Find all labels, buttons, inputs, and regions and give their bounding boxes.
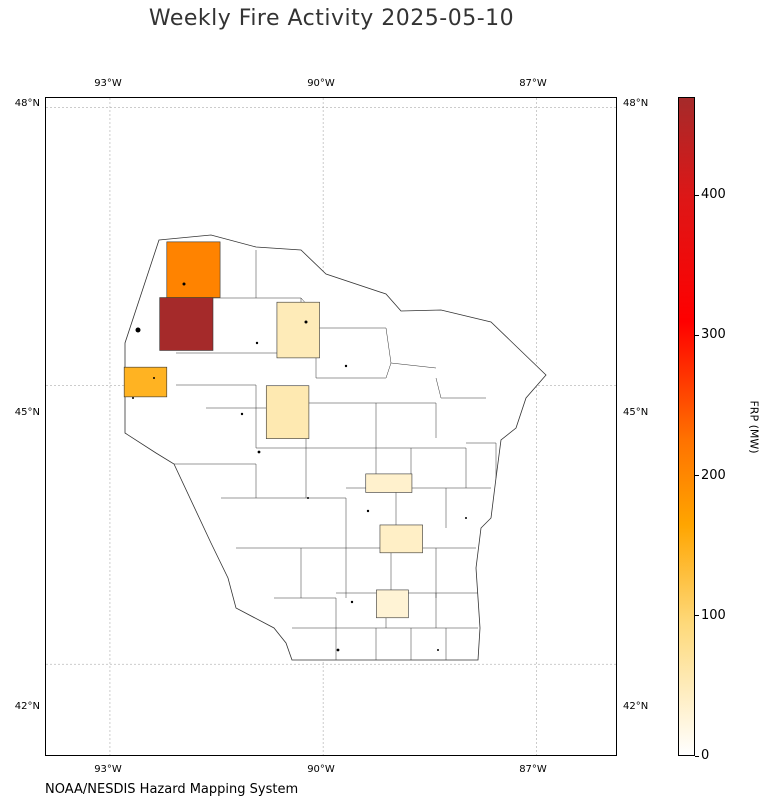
colorbar-tick-label-2: 200 — [701, 467, 726, 483]
fire-region-3 — [276, 301, 320, 359]
right-lat-label-42n: 42°N — [623, 701, 649, 712]
bottom-lon-label-90w: 90°W — [307, 764, 335, 775]
bottom-lon-label-87w: 87°W — [519, 764, 547, 775]
colorbar-label: FRP (MW) — [747, 400, 761, 454]
fire-region-1 — [166, 241, 221, 298]
top-lon-label-90w: 90°W — [307, 78, 335, 89]
colorbar-tick-label-4: 400 — [701, 187, 726, 203]
frp-colorbar — [678, 97, 695, 756]
right-lat-label-45n: 45°N — [623, 407, 649, 418]
map-canvas — [46, 98, 616, 755]
source-attribution: NOAA/NESDIS Hazard Mapping System — [45, 782, 299, 797]
colorbar-tick-mark-1 — [695, 615, 699, 617]
colorbar-tick-mark-0 — [695, 755, 699, 757]
bottom-lon-label-93w: 93°W — [94, 764, 122, 775]
colorbar-tick-label-0: 0 — [701, 748, 710, 763]
fire-region-7 — [376, 589, 409, 619]
left-lat-label-48n: 48°N — [14, 98, 40, 109]
map-panel — [45, 97, 617, 756]
left-lat-label-42n: 42°N — [14, 701, 40, 712]
colorbar-tick-mark-3 — [695, 334, 699, 336]
fire-region-4 — [265, 385, 310, 439]
fire-activity-regions — [123, 241, 423, 619]
top-lon-label-93w: 93°W — [94, 78, 122, 89]
map-title: Weekly Fire Activity 2025-05-10 — [148, 6, 515, 31]
right-lat-label-48n: 48°N — [623, 98, 649, 109]
colorbar-tick-mark-2 — [695, 475, 699, 477]
fire-region-6 — [379, 524, 423, 554]
colorbar-tick-label-1: 100 — [701, 607, 726, 623]
fire-region-2 — [123, 366, 168, 398]
fire-detections — [132, 282, 467, 652]
fire-region-5 — [365, 473, 413, 493]
left-lat-label-45n: 45°N — [14, 407, 40, 418]
top-lon-label-87w: 87°W — [519, 78, 547, 89]
fire-region-0 — [159, 297, 214, 351]
colorbar-tick-label-3: 300 — [701, 327, 726, 343]
colorbar-tick-mark-4 — [695, 194, 699, 196]
